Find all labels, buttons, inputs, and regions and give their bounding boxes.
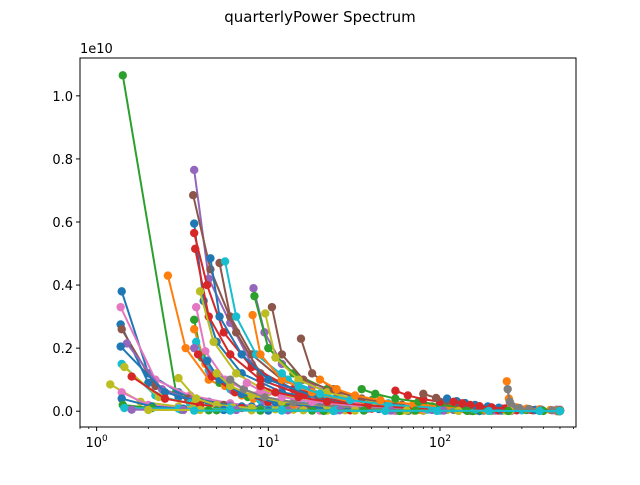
series-51-point-0 (120, 404, 128, 412)
series-45-point-1 (404, 391, 412, 399)
series-38-point-0 (212, 369, 220, 377)
series-42-point-0 (278, 369, 286, 377)
series-43-point-2 (351, 391, 359, 399)
series-9-point-1 (181, 344, 189, 352)
series-6-point-3 (264, 375, 272, 383)
series-29-point-0 (297, 334, 305, 342)
y-tick-label-4: 0.8 (52, 153, 73, 168)
series-0-point-0 (119, 71, 127, 79)
y-offset-label: 1e10 (80, 42, 113, 57)
series-4-point-1 (203, 281, 211, 289)
series-30-point-1 (209, 338, 217, 346)
series-27-point-1 (256, 350, 264, 358)
series-32-point-0 (190, 316, 198, 324)
series-55-point-8 (556, 407, 564, 415)
series-45-point-0 (391, 387, 399, 395)
series-1-point-0 (190, 166, 198, 174)
series-42-point-2 (316, 390, 324, 398)
series-4-point-0 (190, 229, 198, 237)
series-43-point-0 (316, 375, 324, 383)
series-29-point-1 (308, 369, 316, 377)
series-49-point-0 (503, 377, 511, 385)
series-30-point-0 (196, 287, 204, 295)
series-26-point-0 (268, 303, 276, 311)
series-5-point-2 (226, 350, 234, 358)
series-44-point-2 (391, 394, 399, 402)
series-55-point-0 (190, 406, 198, 414)
series-55-point-7 (535, 407, 543, 415)
series-36-point-0 (194, 350, 202, 358)
series-31-point-0 (192, 303, 200, 311)
series-25-point-1 (264, 344, 272, 352)
series-41-point-2 (294, 393, 302, 401)
series-44-point-0 (358, 385, 366, 393)
series-42-point-1 (294, 382, 302, 390)
series-55-point-3 (329, 407, 337, 415)
series-8-point-0 (221, 257, 229, 265)
series-39-point-0 (226, 375, 234, 383)
series-37-point-0 (203, 357, 211, 365)
series-18-point-1 (161, 394, 169, 402)
series-48-point-0 (449, 398, 457, 406)
series-55-point-1 (226, 406, 234, 414)
y-tick-label-1: 0.2 (52, 342, 73, 357)
series-52-point-0 (127, 405, 135, 413)
series-48-point-1 (458, 399, 466, 407)
series-27-point-0 (248, 311, 256, 319)
series-18-point-0 (127, 372, 135, 380)
series-15-point-0 (116, 342, 124, 350)
series-50-point-0 (503, 385, 511, 393)
series-55-point-5 (433, 407, 441, 415)
series-25-point-0 (250, 292, 258, 300)
series-10-point-0 (118, 287, 126, 295)
series-13-point-0 (118, 325, 126, 333)
series-5-point-0 (191, 245, 199, 253)
series-2-point-0 (189, 191, 197, 199)
series-19-point-0 (106, 380, 114, 388)
series-6-point-0 (206, 254, 214, 262)
series-40-point-0 (243, 379, 251, 387)
series-28-point-1 (271, 353, 279, 361)
series-41-point-3 (323, 398, 331, 406)
series-28-point-0 (261, 309, 269, 317)
y-tick-label-3: 0.6 (52, 216, 73, 231)
series-17-point-0 (120, 363, 128, 371)
y-tick-label-0: 0.0 (52, 405, 73, 420)
series-3-point-0 (190, 219, 198, 227)
series-41-point-0 (256, 382, 264, 390)
series-48-point-3 (475, 402, 483, 410)
series-33-point-0 (190, 325, 198, 333)
series-44-point-1 (371, 390, 379, 398)
series-55-point-4 (381, 407, 389, 415)
series-55-point-6 (484, 407, 492, 415)
series-53-point-0 (144, 406, 152, 414)
series-11-point-0 (116, 303, 124, 311)
series-20-point-1 (192, 394, 200, 402)
series-6-point-2 (238, 350, 246, 358)
series-43-point-1 (332, 385, 340, 393)
series-55-point-2 (278, 406, 286, 414)
series-30-point-2 (232, 369, 240, 377)
series-46-point-0 (419, 390, 427, 398)
y-tick-label-2: 0.4 (52, 279, 73, 294)
chart-title: quarterlyPower Spectrum (224, 8, 416, 26)
series-20-point-0 (174, 374, 182, 382)
series-6-point-1 (215, 312, 223, 320)
series-8-point-1 (232, 312, 240, 320)
series-9-point-0 (164, 271, 172, 279)
series-46-point-1 (432, 394, 440, 402)
y-tick-label-5: 1.0 (52, 90, 73, 105)
series-41-point-1 (271, 388, 279, 396)
series-24-point-0 (249, 284, 257, 292)
